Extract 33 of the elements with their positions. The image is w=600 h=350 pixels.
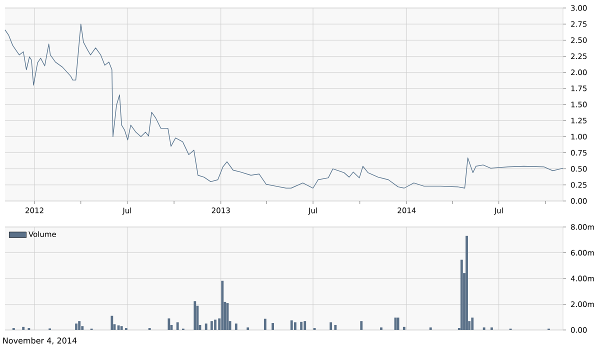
bar: [176, 322, 179, 330]
bar: [22, 326, 25, 330]
bar: [460, 260, 463, 330]
bar: [471, 318, 474, 330]
bar: [304, 321, 306, 330]
bar: [429, 327, 432, 330]
bar: [120, 326, 123, 330]
bar: [204, 324, 208, 330]
bar: [360, 321, 363, 330]
line-series: [4, 24, 564, 188]
bar: [214, 320, 216, 330]
bar: [75, 324, 78, 330]
bar: [466, 236, 468, 330]
bar: [194, 301, 196, 330]
bar: [490, 327, 493, 330]
text: November 4, 2014: [3, 337, 77, 344]
bar: [78, 321, 81, 330]
bar: [234, 324, 238, 330]
bar: [380, 327, 382, 330]
bar: [264, 318, 266, 330]
bar: [402, 326, 406, 330]
bar: [334, 324, 337, 330]
bar: [330, 322, 332, 330]
bar: [221, 280, 224, 330]
bar: [168, 318, 170, 330]
bar: [110, 316, 114, 330]
bar: [210, 321, 213, 330]
bar: [246, 327, 250, 330]
bar: [290, 320, 293, 330]
bar: [482, 327, 486, 330]
bar: [294, 322, 296, 330]
bar: [300, 322, 303, 330]
bar: [272, 323, 274, 330]
